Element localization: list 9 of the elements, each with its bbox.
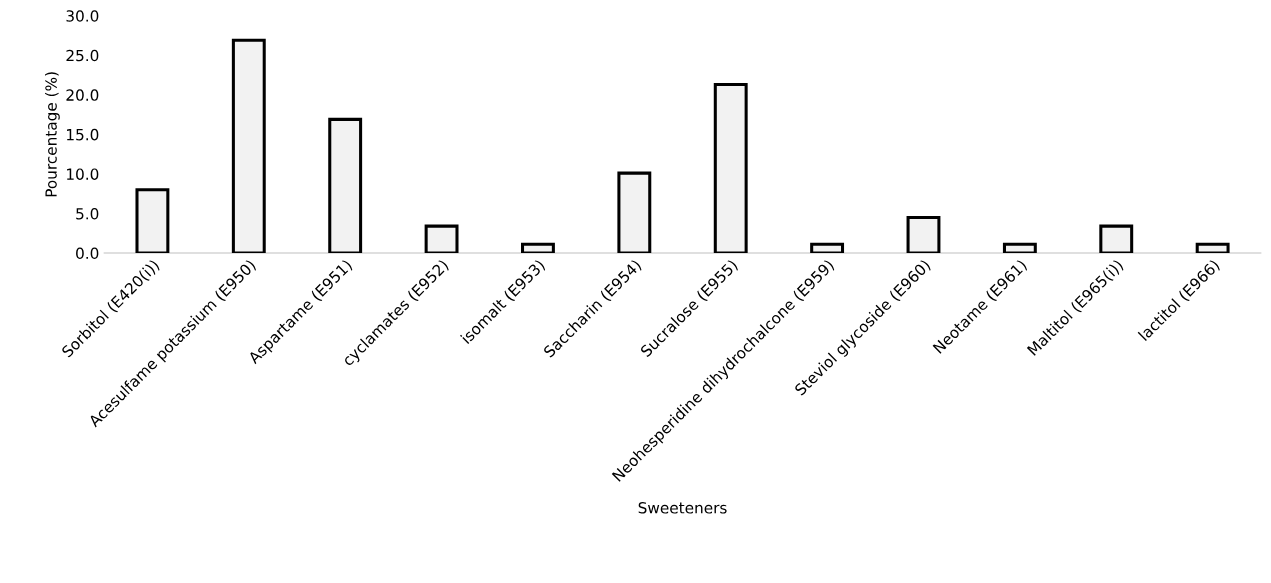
- y-tick-label: 20.0: [66, 89, 99, 101]
- y-tick-label: 0.0: [76, 247, 99, 260]
- y-tick-label: 10.0: [67, 168, 99, 180]
- x-axis-title: Sweeteners: [638, 502, 727, 514]
- y-tick-label: 25.0: [66, 49, 99, 62]
- y-tick-label: 30.0: [66, 10, 99, 22]
- y-tick-label: 5.0: [76, 207, 99, 220]
- y-axis-title: Pourcentage (%): [45, 72, 60, 197]
- y-tick-label: 15.0: [67, 128, 99, 141]
